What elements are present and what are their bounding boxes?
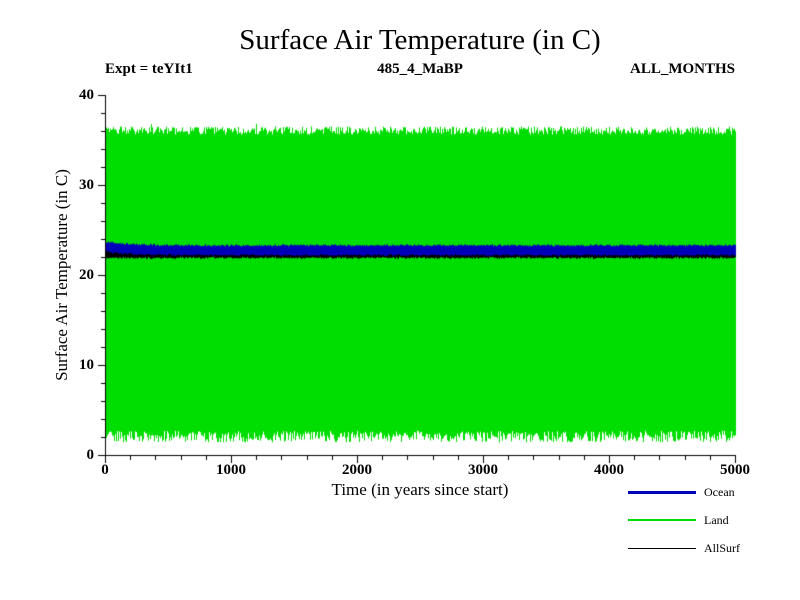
x-tick-label: 4000	[594, 462, 624, 478]
legend-item-ocean: Ocean	[628, 478, 798, 506]
y-tick-label: 10	[79, 357, 94, 373]
x-axis-label: Time (in years since start)	[331, 480, 509, 499]
legend-item-allsurf: AllSurf	[628, 534, 798, 562]
legend-line-ocean	[628, 490, 696, 494]
chart-title: Surface Air Temperature (in C)	[239, 24, 601, 56]
x-tick-label: 5000	[720, 462, 750, 478]
legend-line-allsurf	[628, 547, 696, 549]
x-tick-label: 0	[101, 462, 109, 478]
experiment-label: Expt = teYIt1	[105, 61, 193, 77]
y-tick-label: 40	[79, 87, 94, 103]
legend: Ocean Land AllSurf	[628, 478, 798, 562]
x-tick-label: 2000	[342, 462, 372, 478]
y-tick-label: 0	[86, 447, 95, 463]
x-tick-label: 1000	[216, 462, 246, 478]
months-label: ALL_MONTHS	[629, 61, 735, 77]
run-label: 485_4_MaBP	[377, 61, 463, 77]
legend-label: Ocean	[704, 484, 735, 499]
y-tick-label: 20	[79, 267, 94, 283]
legend-line-land	[628, 519, 696, 521]
legend-label: AllSurf	[704, 540, 740, 555]
legend-label: Land	[704, 512, 729, 527]
legend-item-land: Land	[628, 506, 798, 534]
x-tick-label: 3000	[468, 462, 498, 478]
y-tick-label: 30	[79, 177, 94, 193]
